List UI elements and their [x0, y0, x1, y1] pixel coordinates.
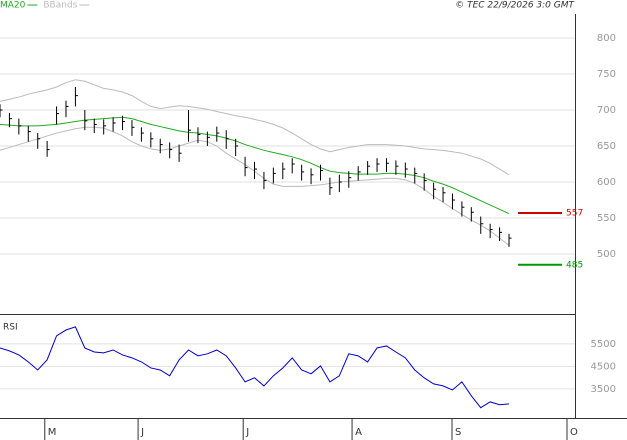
y-tick-label: 3500	[591, 384, 616, 395]
legend-label: MA20	[0, 1, 26, 11]
y-tick-label: 700	[597, 105, 616, 116]
y-tick-label: 5500	[591, 339, 616, 350]
band-upper	[0, 79, 510, 176]
x-tick-label: J	[140, 427, 144, 438]
legend-label: BBands	[43, 1, 77, 11]
x-tick-label: J	[245, 427, 249, 438]
y-tick-label: 500	[597, 249, 616, 260]
x-tick-label: M	[48, 427, 57, 438]
x-tick-label: S	[455, 427, 461, 438]
y-tick-label: 650	[597, 141, 616, 152]
y-tick-label: 750	[597, 69, 616, 80]
y-tick-label: 550	[597, 213, 616, 224]
level-label: 557	[566, 208, 583, 218]
x-tick-label: O	[570, 427, 578, 438]
rsi-line	[0, 326, 510, 409]
y-tick-label: 800	[597, 33, 616, 44]
y-tick-label: 4500	[591, 361, 616, 372]
source: © TEC 22/9/2026 3:0 GMT	[455, 1, 575, 11]
rsi-title: RSI	[3, 323, 18, 333]
y-tick-label: 600	[597, 177, 616, 188]
level-label: 485	[566, 260, 583, 270]
x-tick-label: A	[355, 427, 362, 438]
